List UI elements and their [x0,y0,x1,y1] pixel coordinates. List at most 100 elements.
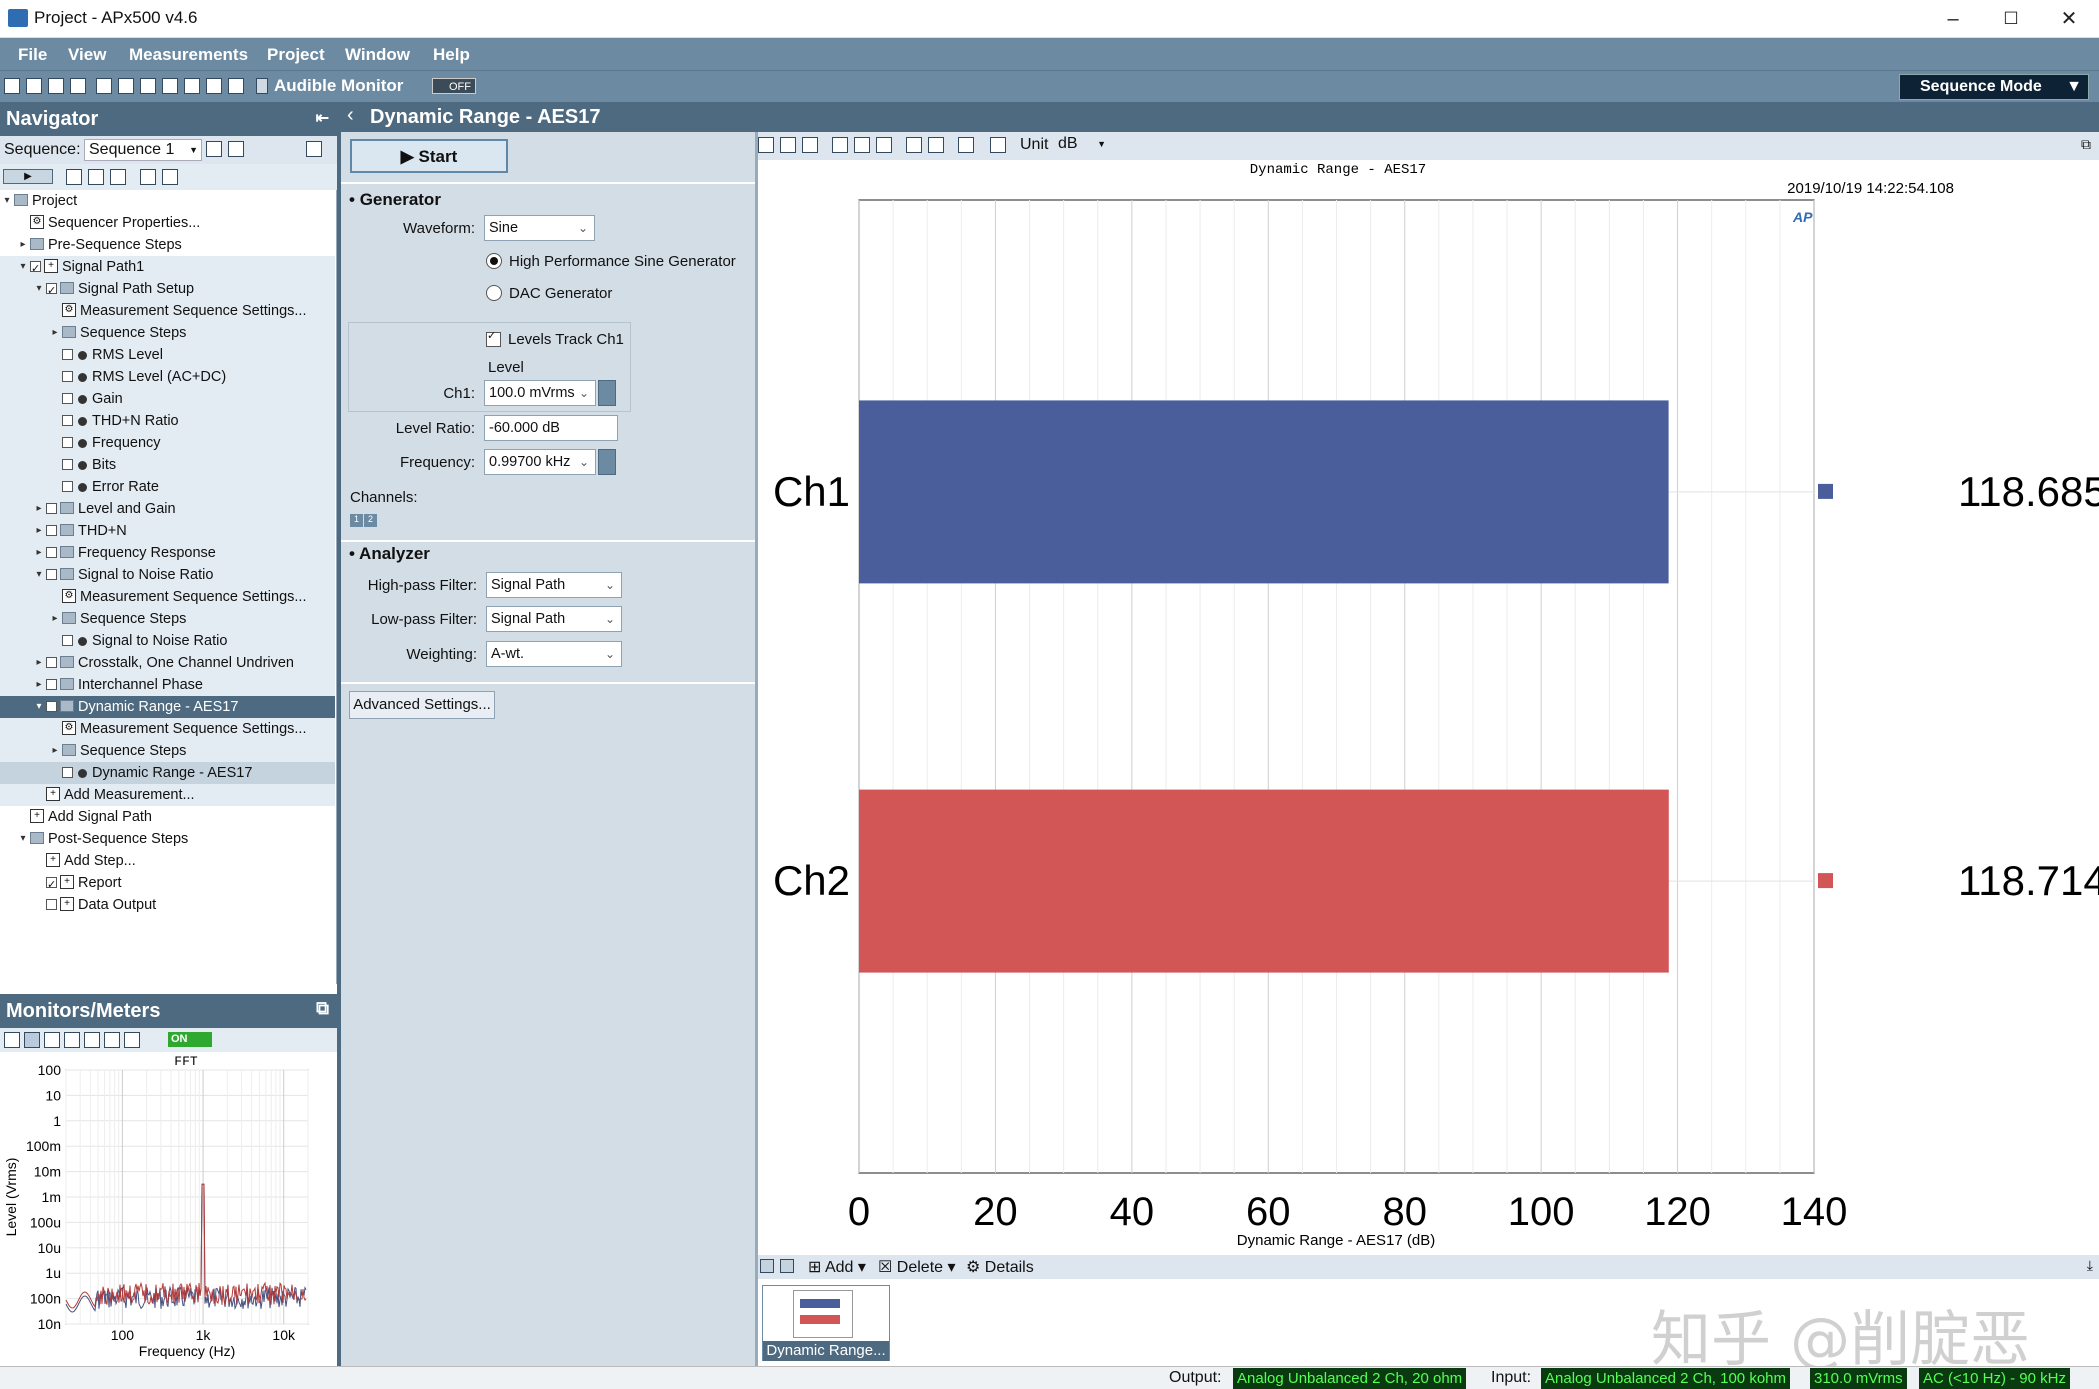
tree-item[interactable]: + Add Step... [0,850,335,872]
download-icon[interactable]: ⤓ [2086,1257,2093,1273]
maximize-button[interactable]: ☐ [2003,9,2019,28]
collapse-arrow-icon[interactable]: ▸ [36,547,42,558]
tree-item[interactable]: ▾ Post-Sequence Steps [0,828,335,850]
output-value[interactable]: Analog Unbalanced 2 Ch, 20 ohm [1233,1368,1467,1389]
start-button[interactable]: ▶ Start [350,139,508,173]
fit-icon[interactable] [876,137,892,153]
tree-item[interactable]: + Add Signal Path [0,806,335,828]
advanced-settings-button[interactable]: Advanced Settings... [349,691,495,719]
bluetooth-icon[interactable] [104,1032,120,1048]
tree-item[interactable]: ▾ Signal Path Setup [0,278,335,302]
first-icon[interactable] [760,1259,774,1273]
popout-icon[interactable]: ⧉ [2081,136,2091,152]
tree-item[interactable]: + Data Output [0,894,335,916]
delete-button[interactable]: ☒ Delete ▾ [878,1259,956,1276]
collapse-arrow-icon[interactable]: ▸ [20,239,26,250]
delete-icon[interactable] [110,169,126,185]
tree-item[interactable]: ▾ Project [0,190,335,212]
tree-item[interactable]: ⚙ Measurement Sequence Settings... [0,586,335,608]
sequence-copy-icon[interactable] [228,141,244,157]
next-icon[interactable] [780,1259,794,1273]
collapse-arrow-icon[interactable]: ▸ [36,525,42,536]
report-icon[interactable] [140,169,156,185]
input-level-value[interactable]: 310.0 mVrms [1810,1368,1907,1389]
add-step-icon[interactable] [66,169,82,185]
tree-checkbox[interactable] [62,767,73,778]
save-icon[interactable] [48,78,64,94]
tree-checkbox[interactable] [46,701,57,712]
collapse-arrow-icon[interactable]: ▸ [36,679,42,690]
tree-checkbox[interactable] [46,280,57,302]
lpf-select[interactable]: Signal Path ⌄ [486,606,622,632]
graph-save-icon[interactable] [758,137,774,153]
bar-icon[interactable] [84,1032,100,1048]
expand-arrow-icon[interactable]: ▾ [36,569,42,580]
tree-item[interactable]: ▾ Signal to Noise Ratio [0,564,335,586]
collapse-arrow-icon[interactable]: ▸ [52,327,58,338]
collapse-arrow-icon[interactable]: ▸ [36,503,42,514]
analyzer-icon[interactable] [4,1032,20,1048]
tree-item[interactable]: Error Rate [0,476,335,498]
open-icon[interactable] [26,78,42,94]
levels-track-checkbox[interactable] [486,329,501,347]
tree-item[interactable]: Bits [0,454,335,476]
meters-icon[interactable] [140,78,156,94]
tree-checkbox[interactable] [62,437,73,448]
scope-icon[interactable] [162,78,178,94]
bluetooth-icon[interactable] [206,78,222,94]
graph-type-icon[interactable] [928,137,944,153]
menu-measurements[interactable]: Measurements [129,45,249,64]
collapse-arrow-icon[interactable]: ▸ [52,613,58,624]
tree-item[interactable]: ▸ Sequence Steps [0,322,335,344]
menu-project[interactable]: Project [267,45,325,64]
tree-checkbox[interactable] [46,547,57,558]
expand-arrow-icon[interactable]: ▾ [36,283,42,294]
close-button[interactable]: ✕ [2060,8,2078,30]
tree-checkbox[interactable] [46,569,57,580]
tree-item[interactable]: ▸ Sequence Steps [0,608,335,630]
sequence-select[interactable]: Sequence 1 ▼ [84,139,202,161]
audible-monitor-toggle[interactable]: OFF [432,78,476,94]
expand-arrow-icon[interactable]: ▾ [4,195,10,206]
tree-item[interactable]: ▸ Frequency Response [0,542,335,564]
thumbnail-item[interactable]: Dynamic Range... [762,1285,890,1361]
pan-icon[interactable] [854,137,870,153]
tree-item[interactable]: ▸ Sequence Steps [0,740,335,762]
add-measurement-icon[interactable] [88,169,104,185]
tree-item[interactable]: RMS Level (AC+DC) [0,366,335,388]
chart-icon[interactable] [124,1032,140,1048]
chart-icon[interactable] [228,78,244,94]
tree-item[interactable]: Signal to Noise Ratio [0,630,335,652]
tree-checkbox[interactable] [62,481,73,492]
radio-high-perf-sine[interactable] [486,253,502,269]
tree-checkbox[interactable] [46,657,57,668]
channel-2-toggle[interactable]: 2 [364,514,377,527]
fft-icon[interactable] [24,1032,40,1048]
meters-icon[interactable] [44,1032,60,1048]
add-button[interactable]: ⊞ Add ▾ [808,1259,866,1276]
bar-icon[interactable] [184,78,200,94]
tree-item[interactable]: ⚙ Sequencer Properties... [0,212,335,234]
channel-1-toggle[interactable]: 1 [350,514,363,527]
details-button[interactable]: ⚙ Details [966,1259,1034,1276]
tree-item[interactable]: Dynamic Range - AES17 [0,762,335,784]
tree-checkbox[interactable] [46,679,57,690]
expand-arrow-icon[interactable]: ▾ [36,701,42,712]
tree-item[interactable]: ⚙ Measurement Sequence Settings... [0,300,335,322]
tree-checkbox[interactable] [62,459,73,470]
waveform-select[interactable]: Sine ⌄ [484,215,595,241]
tree-checkbox[interactable] [30,258,41,280]
tree-checkbox[interactable] [46,874,57,896]
tree-checkbox[interactable] [62,415,73,426]
tree-item[interactable]: ▸ Level and Gain [0,498,335,520]
tree-item[interactable]: ⚙ Measurement Sequence Settings... [0,718,335,740]
analyzer-icon[interactable] [96,78,112,94]
bandwidth-value[interactable]: AC (<10 Hz) - 90 kHz [1919,1368,2070,1389]
tree-item[interactable]: + Add Measurement... [0,784,335,806]
tree-checkbox[interactable] [46,525,57,536]
scope-icon[interactable] [64,1032,80,1048]
tree-item[interactable]: + Report [0,872,335,896]
input-value[interactable]: Analog Unbalanced 2 Ch, 100 kohm [1541,1368,1790,1389]
radio-dac-generator[interactable] [486,285,502,301]
tree-checkbox[interactable] [62,371,73,382]
